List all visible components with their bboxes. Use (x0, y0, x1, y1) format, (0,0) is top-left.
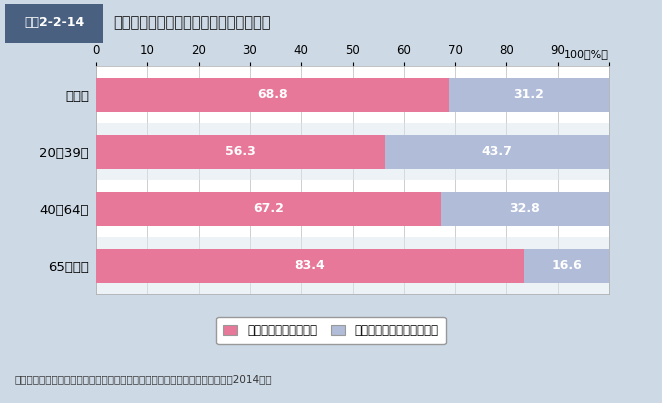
Text: 68.8: 68.8 (257, 88, 288, 102)
Bar (96, 237, 609, 294)
Text: 資料：厚生労働省政策統括官付政策評価官室委託「健康意識に関する調査」（2014年）: 資料：厚生労働省政策統括官付政策評価官室委託「健康意識に関する調査」（2014年… (15, 374, 272, 384)
Text: 31.2: 31.2 (514, 88, 544, 102)
Text: 83.4: 83.4 (295, 259, 325, 272)
Bar (449, 78, 609, 112)
Bar (96, 135, 385, 169)
Text: 100（%）: 100（%） (564, 48, 609, 58)
Text: 67.2: 67.2 (253, 202, 284, 215)
Bar (96, 249, 524, 283)
Legend: 気をつけていると思う, 気をつけていると思わない: 気をつけていると思う, 気をつけていると思わない (216, 317, 446, 344)
Text: 32.8: 32.8 (510, 202, 540, 215)
Text: 16.6: 16.6 (551, 259, 582, 272)
Bar (96, 123, 609, 181)
Text: 健康のために食生活に気をつけているか: 健康のために食生活に気をつけているか (113, 15, 271, 30)
Text: 56.3: 56.3 (225, 145, 256, 158)
Bar (96, 78, 449, 112)
Bar (96, 192, 441, 226)
FancyBboxPatch shape (5, 4, 103, 43)
Text: 図表2-2-14: 図表2-2-14 (24, 16, 85, 29)
Bar (385, 135, 609, 169)
Text: 43.7: 43.7 (481, 145, 512, 158)
Bar (441, 192, 609, 226)
Bar (524, 249, 609, 283)
